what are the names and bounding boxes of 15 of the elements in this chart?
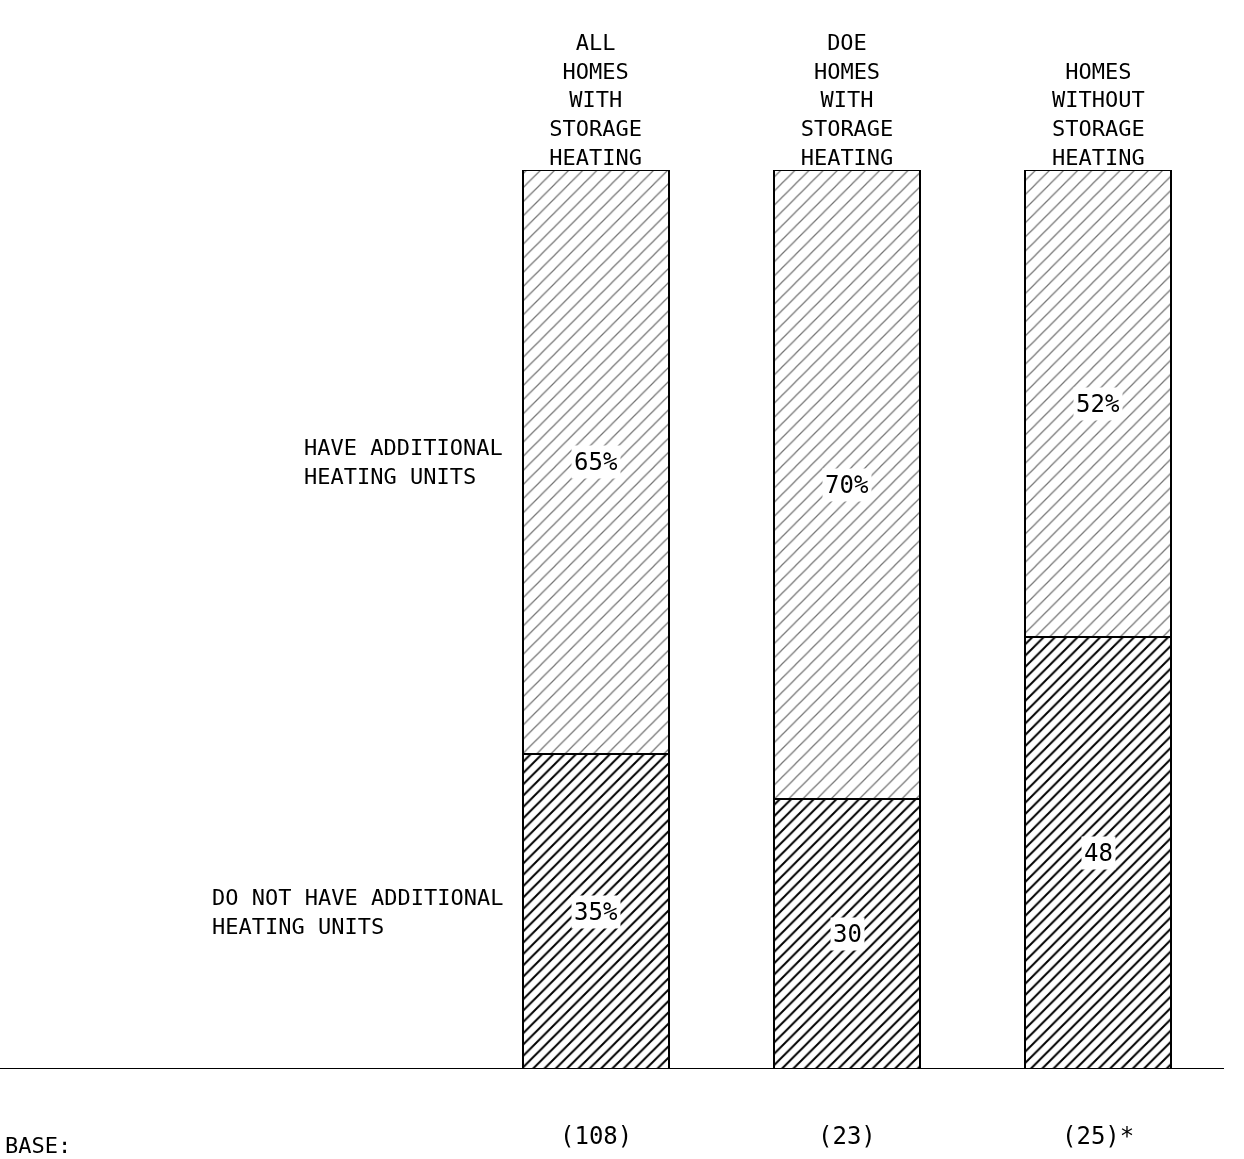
text: (23) — [818, 1122, 876, 1150]
data-label: 30 — [833, 920, 862, 948]
x-tick-label: HOMES WITHOUT STORAGE HEATING — [1051, 58, 1145, 170]
series-label: HAVE ADDITIONAL HEATING UNITS — [304, 435, 503, 489]
data-label: 52% — [1076, 390, 1120, 418]
data-label: 65% — [574, 448, 618, 476]
text: (25)* — [1062, 1122, 1135, 1150]
text: BASE: — [5, 1133, 72, 1158]
text: (108) — [560, 1122, 633, 1150]
x-tick-label: ALL HOMES WITH STORAGE HEATING — [549, 30, 643, 170]
x-tick-label: DOE HOMES WITH STORAGE HEATING — [800, 30, 894, 170]
data-label: 48 — [1084, 839, 1113, 867]
data-label: 35% — [574, 898, 618, 926]
series-label: DO NOT HAVE ADDITIONAL HEATING UNITS — [212, 885, 504, 939]
data-label: 70% — [825, 471, 869, 499]
